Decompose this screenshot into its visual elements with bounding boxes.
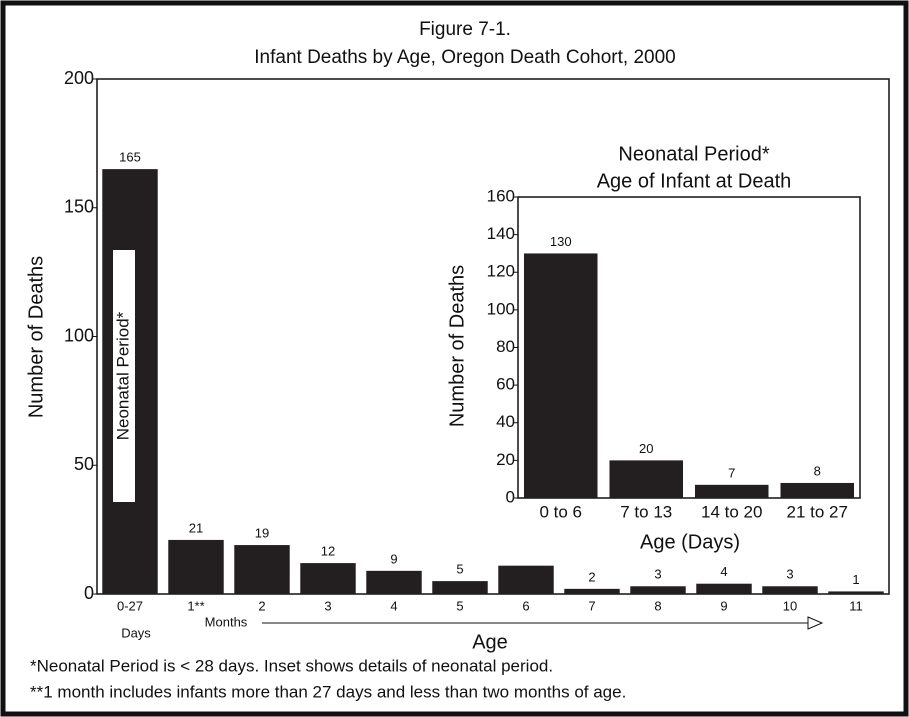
y-tick-label: 150 <box>64 197 94 217</box>
bar <box>696 583 752 594</box>
chart-subtitle: Infant Deaths by Age, Oregon Death Cohor… <box>254 47 675 68</box>
x-tick-label: 2 <box>258 598 265 613</box>
value-label: 8 <box>814 463 821 478</box>
x-tick-label: 14 to 20 <box>701 502 762 521</box>
value-label: 165 <box>119 150 141 165</box>
x-tick-label: 3 <box>324 598 331 613</box>
x-tick-label: 9 <box>720 598 727 613</box>
bar <box>564 588 620 594</box>
inset-plot: 0 20 40 60 80 100 120 140 160 130 0 to 6 20 7 to 13 7… <box>487 186 861 521</box>
y-tick-label: 120 <box>487 262 515 281</box>
value-label: 3 <box>786 567 793 582</box>
y-tick-label: 100 <box>487 299 515 318</box>
value-label: 21 <box>189 520 203 535</box>
bar <box>630 586 686 594</box>
annotation-box <box>113 250 135 502</box>
arrow-head <box>807 616 824 630</box>
bar <box>366 570 422 594</box>
value-label: 2 <box>588 569 595 584</box>
y-tick-label: 0 <box>506 487 515 506</box>
y-tick-label: 160 <box>487 186 515 205</box>
value-label: 1 <box>852 572 859 587</box>
y-tick-label: 40 <box>496 412 515 431</box>
bar <box>523 253 598 498</box>
bar <box>694 484 769 498</box>
x-tick-label: 0-27 <box>117 598 143 613</box>
value-label: 130 <box>550 234 572 249</box>
x-tick-label: 10 <box>783 598 797 613</box>
annotation: Days <box>121 625 151 640</box>
x-tick-label: 7 <box>588 598 595 613</box>
value-label: 7 <box>728 465 735 480</box>
value-label: 12 <box>321 544 335 559</box>
y-tick-label: 140 <box>487 224 515 243</box>
y-tick-label: 100 <box>64 325 94 345</box>
bar <box>780 482 855 498</box>
value-label: 20 <box>639 441 653 456</box>
bar <box>762 586 818 594</box>
x-tick-label: 5 <box>456 598 463 613</box>
bar <box>498 565 554 594</box>
value-label: 19 <box>255 526 269 541</box>
y-axis-label: Number of Deaths <box>25 256 47 418</box>
value-label: 3 <box>654 567 661 582</box>
value-label: 9 <box>390 551 397 566</box>
x-axis-label: Age <box>472 631 508 653</box>
x-axis-label: Age (Days) <box>640 531 740 553</box>
annotation: Neonatal Period* <box>113 311 132 440</box>
inset-title: Neonatal Period* <box>618 143 769 165</box>
bar <box>432 581 488 594</box>
bar <box>300 563 356 594</box>
y-tick-label: 20 <box>496 450 515 469</box>
x-tick-label: 0 to 6 <box>539 502 582 521</box>
bar <box>168 539 224 594</box>
bar <box>234 545 290 594</box>
y-tick-label: 0 <box>84 583 94 603</box>
y-axis-label: Number of Deaths <box>446 265 468 427</box>
bar <box>828 591 884 594</box>
footnote: *Neonatal Period is < 28 days. Inset sho… <box>30 656 553 675</box>
x-tick-label: 11 <box>849 598 863 613</box>
value-label: 4 <box>720 564 727 579</box>
bar <box>609 460 684 498</box>
x-tick-label: 4 <box>390 598 397 613</box>
annotation: Months <box>205 614 248 629</box>
x-tick-label: 7 to 13 <box>620 502 672 521</box>
x-tick-label: 6 <box>522 598 529 613</box>
x-tick-label: 8 <box>654 598 661 613</box>
x-tick-label: 21 to 27 <box>787 502 848 521</box>
footnote: **1 month includes infants more than 27 … <box>30 682 626 701</box>
main-plot: 0501001502001650-27211**1921239455116273… <box>64 68 890 613</box>
y-tick-label: 60 <box>496 375 515 394</box>
y-tick-label: 80 <box>496 337 515 356</box>
y-tick-label: 200 <box>64 68 94 88</box>
x-tick-label: 1** <box>187 598 204 613</box>
y-tick-label: 50 <box>74 454 94 474</box>
chart-title: Figure 7-1. <box>419 19 511 40</box>
value-label: 5 <box>456 562 463 577</box>
inset-subtitle: Age of Infant at Death <box>597 170 792 192</box>
